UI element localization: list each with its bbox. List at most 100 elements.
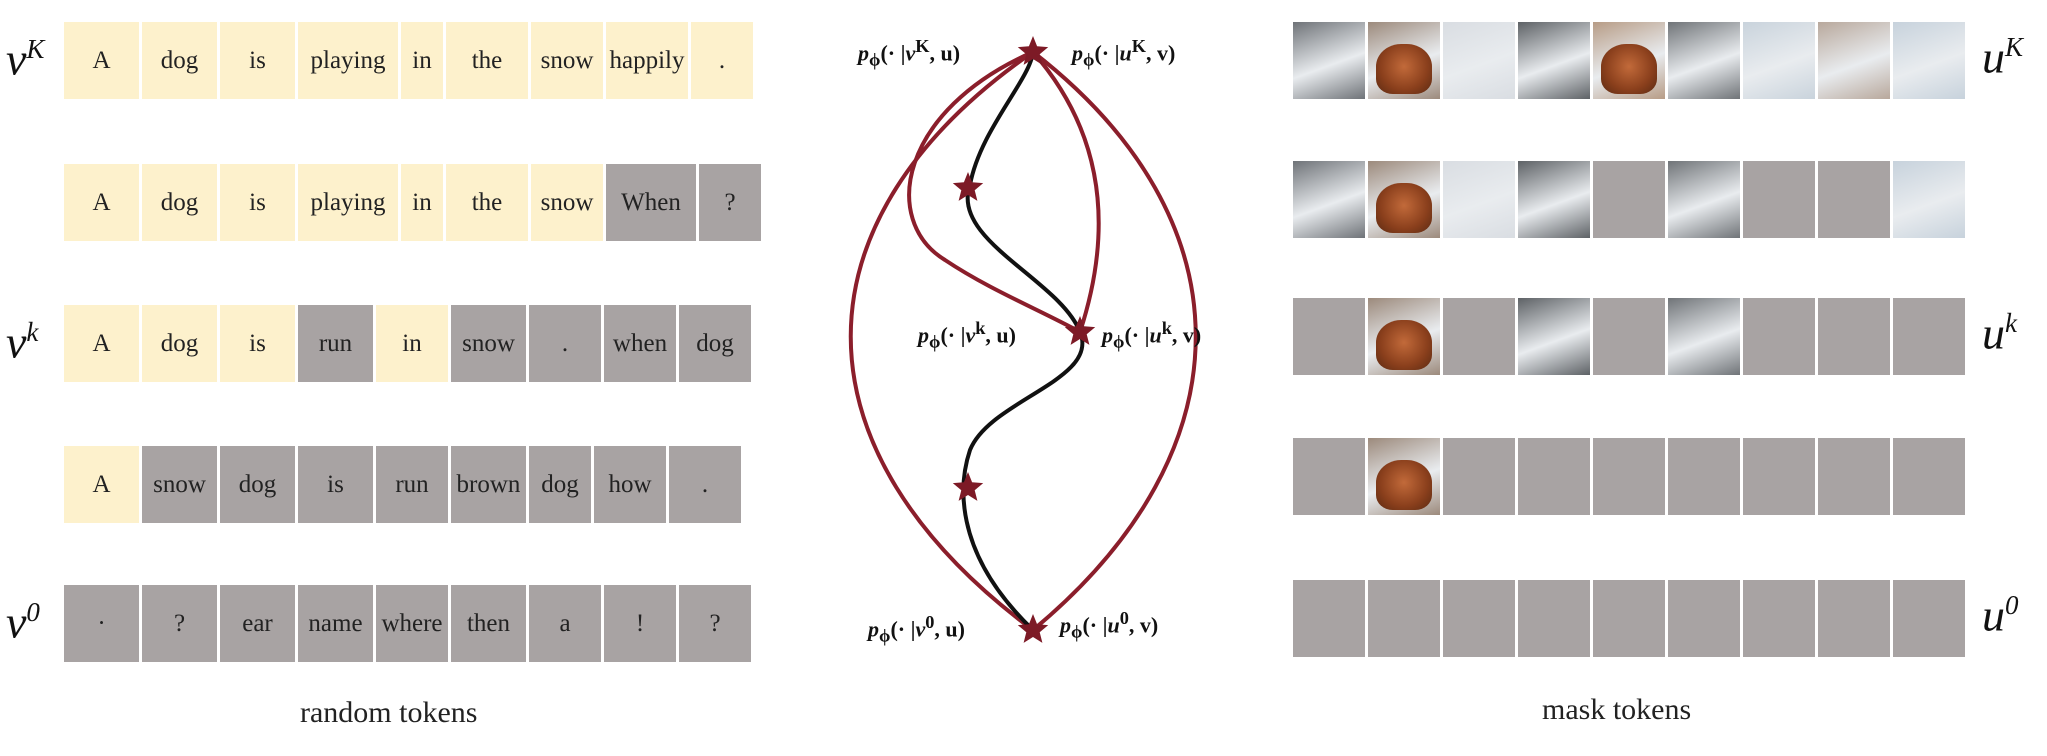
image-patch [1518, 298, 1590, 375]
formula-top-left: pϕ(· |vK, u) [858, 36, 961, 70]
text-token: name [298, 585, 373, 662]
image-row-label: uk [1982, 307, 2017, 359]
text-token: the [446, 22, 528, 99]
image-patch [1293, 161, 1365, 238]
masked-patch [1743, 298, 1815, 375]
image-patch [1668, 298, 1740, 375]
masked-patch [1593, 161, 1665, 238]
text-token: ? [679, 585, 751, 662]
masked-patch [1593, 580, 1665, 657]
star-marker [1064, 316, 1096, 345]
text-token: brown [451, 446, 526, 523]
text-token: A [64, 22, 139, 99]
image-patch [1368, 438, 1440, 515]
text-token: is [220, 164, 295, 241]
image-patch-row [1293, 161, 1968, 238]
image-patch [1668, 22, 1740, 99]
text-token: ? [699, 164, 761, 241]
text-token: run [376, 446, 448, 523]
image-patch [1293, 22, 1365, 99]
text-token: playing [298, 164, 398, 241]
text-token: where [376, 585, 448, 662]
masked-patch [1818, 298, 1890, 375]
star-markers [952, 36, 1096, 643]
dog-fur-shape [1376, 460, 1432, 510]
star-marker [952, 472, 984, 501]
masked-patch [1593, 438, 1665, 515]
image-patch [1893, 22, 1965, 99]
star-marker [952, 172, 984, 201]
text-token: in [376, 305, 448, 382]
sampling-paths-diagram [848, 36, 1198, 643]
text-token: is [298, 446, 373, 523]
image-patch [1443, 161, 1515, 238]
image-patch [1443, 22, 1515, 99]
image-patch [1518, 22, 1590, 99]
image-patch-row [1293, 580, 1968, 657]
image-row-label: u0 [1982, 589, 2019, 641]
masked-patch [1293, 438, 1365, 515]
dog-fur-shape [1376, 44, 1432, 94]
image-patch [1893, 161, 1965, 238]
formula-bottom-left: pϕ(· |v0, u) [868, 612, 965, 646]
text-token: snow [531, 164, 603, 241]
text-token: dog [142, 22, 217, 99]
masked-patch [1293, 298, 1365, 375]
image-patch-row [1293, 438, 1968, 515]
text-token: in [401, 164, 443, 241]
masked-patch [1743, 438, 1815, 515]
text-token: in [401, 22, 443, 99]
text-token: dog [142, 305, 217, 382]
outer-left-red-path [848, 50, 1035, 632]
image-patch [1368, 22, 1440, 99]
text-row-label: vk [6, 316, 39, 368]
text-token: A [64, 446, 139, 523]
text-token: dog [679, 305, 751, 382]
text-token: snow [451, 305, 526, 382]
text-token: A [64, 164, 139, 241]
masked-patch [1893, 580, 1965, 657]
text-row-label: vK [6, 33, 45, 85]
star-marker [1017, 614, 1049, 643]
text-token: happily [606, 22, 688, 99]
masked-patch [1668, 438, 1740, 515]
text-token: A [64, 305, 139, 382]
text-token: run [298, 305, 373, 382]
masked-patch [1443, 298, 1515, 375]
dog-fur-shape [1376, 183, 1432, 233]
masked-patch [1743, 161, 1815, 238]
dog-fur-shape [1376, 320, 1432, 370]
image-patch [1818, 22, 1890, 99]
masked-patch [1518, 438, 1590, 515]
masked-patch [1818, 580, 1890, 657]
inner-right-red-path [1031, 50, 1101, 333]
image-row-label: uK [1982, 31, 2024, 83]
text-token: a [529, 585, 601, 662]
text-token: dog [529, 446, 591, 523]
text-token: the [446, 164, 528, 241]
masked-patch [1593, 298, 1665, 375]
inner-left-red-path [907, 50, 1081, 334]
masked-patch [1293, 580, 1365, 657]
text-token: . [691, 22, 753, 99]
text-token: . [669, 446, 741, 523]
text-token: how [594, 446, 666, 523]
text-token: then [451, 585, 526, 662]
image-patch [1668, 161, 1740, 238]
masked-patch [1518, 580, 1590, 657]
masked-patch [1893, 438, 1965, 515]
formula-top-right: pϕ(· |uK, v) [1072, 36, 1176, 70]
text-token: ear [220, 585, 295, 662]
image-patch [1593, 22, 1665, 99]
masked-patch [1743, 580, 1815, 657]
image-patch [1743, 22, 1815, 99]
text-token: snow [531, 22, 603, 99]
masked-patch [1443, 580, 1515, 657]
text-token: snow [142, 446, 217, 523]
formula-mid-right: pϕ(· |uk, v) [1102, 318, 1202, 352]
masked-patch [1893, 298, 1965, 375]
